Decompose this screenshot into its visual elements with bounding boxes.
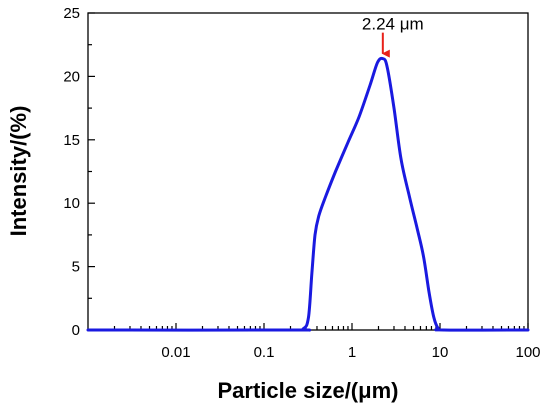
x-tick-label: 10 <box>432 344 449 361</box>
y-tick-label: 15 <box>63 132 80 149</box>
y-tick-label: 20 <box>63 68 80 85</box>
y-tick-label: 25 <box>63 5 80 22</box>
series-line <box>86 56 530 332</box>
x-tick-label: 0.01 <box>161 344 190 361</box>
x-tick-label: 1 <box>348 344 356 361</box>
axis-ticks <box>88 12 529 331</box>
x-axis-title: Particle size/(μm) <box>218 378 399 403</box>
x-tick-label: 100 <box>515 344 540 361</box>
peak-annotation: 2.24 μm <box>362 15 424 34</box>
axis-tick-labels: 0.01 0.1 1 10 100 0 5 10 15 20 25 <box>63 5 540 361</box>
y-tick-label: 10 <box>63 195 80 212</box>
y-axis-title: Intensity/(%) <box>6 106 31 237</box>
y-tick-label: 5 <box>72 259 80 276</box>
y-tick-label: 0 <box>72 322 80 339</box>
x-tick-label: 0.1 <box>254 344 275 361</box>
plot-frame <box>87 12 529 331</box>
